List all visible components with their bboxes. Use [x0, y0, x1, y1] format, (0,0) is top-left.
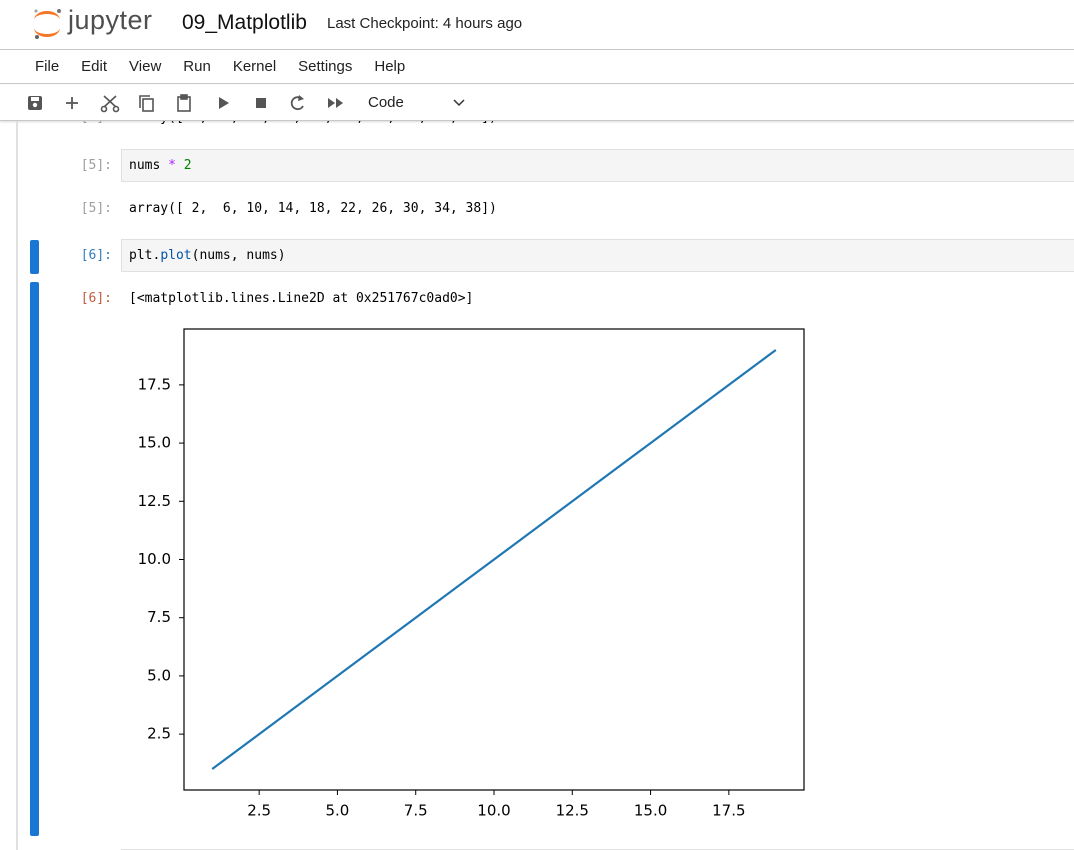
output-text: [<matplotlib.lines.Line2D at 0x251767c0a…: [129, 291, 474, 306]
notebook-border: [16, 121, 18, 850]
x-tick-label: 17.5: [712, 802, 745, 820]
x-tick-label: 10.0: [477, 802, 510, 820]
x-tick-label: 2.5: [247, 802, 271, 820]
cell-type-chevron[interactable]: [453, 99, 465, 107]
y-tick-label: 7.5: [147, 608, 171, 626]
y-tick-label: 17.5: [138, 375, 171, 393]
code-token: *: [168, 158, 176, 173]
copy-button[interactable]: [139, 95, 154, 112]
data-line: [211, 349, 777, 770]
toolbar-icons: [28, 94, 465, 113]
top-bar: jupyter 09_Matplotlib Last Checkpoint: 4…: [0, 0, 1074, 50]
y-tick-label: 2.5: [147, 725, 171, 743]
x-tick-label: 7.5: [404, 802, 428, 820]
cell-type-select[interactable]: Code: [368, 94, 404, 111]
menu-bar: File Edit View Run Kernel Settings Help: [0, 50, 1074, 84]
output-collapse-bar[interactable]: [30, 282, 39, 836]
output-text: array([ 2, 6, 10, 14, 18, 22, 26, 30, 34…: [129, 201, 497, 216]
output-prompt: [6]:: [80, 291, 112, 306]
logo-text: jupyter: [68, 5, 153, 35]
menu-item[interactable]: Kernel: [232, 58, 277, 75]
code-token: plot: [160, 248, 192, 263]
menu-item[interactable]: Settings: [298, 58, 353, 75]
toolbar: Code: [0, 85, 1074, 121]
cut-button[interactable]: [100, 95, 120, 113]
menu-item[interactable]: File: [35, 58, 60, 75]
menu-item[interactable]: Run: [183, 58, 211, 75]
x-tick-label: 12.5: [556, 802, 589, 820]
input-prompt: [6]:: [80, 248, 112, 263]
save-button[interactable]: [28, 96, 42, 110]
input-prompt: [5]:: [80, 158, 112, 173]
restart-button[interactable]: [290, 95, 304, 111]
add-cell-button[interactable]: [66, 97, 78, 109]
checkpoint: Last Checkpoint: 4 hours ago: [327, 15, 523, 32]
x-tick-label: 5.0: [326, 802, 350, 820]
code-token: 2: [183, 158, 192, 173]
y-tick-label: 10.0: [138, 550, 171, 568]
output-prompt: [4]:: [0, 121, 112, 125]
y-tick-label: 15.0: [138, 434, 171, 452]
code-token: nums: [129, 158, 161, 173]
menu-item[interactable]: Help: [374, 58, 406, 75]
run-all-button[interactable]: [328, 98, 343, 108]
code-token: (nums, nums): [191, 248, 286, 263]
menu-item[interactable]: View: [129, 58, 162, 75]
code-token: plt.: [129, 248, 161, 263]
run-button[interactable]: [219, 97, 229, 109]
code-input[interactable]: plt.plot(nums, nums): [121, 239, 1074, 272]
code-input[interactable]: nums * 2: [121, 149, 1074, 182]
y-tick-label: 12.5: [138, 492, 171, 510]
active-cell-bar[interactable]: [30, 240, 39, 274]
notebook-area: [4]: array([ 1, 3, 5, 7, 9, 11, 13, 15, …: [0, 121, 1074, 850]
y-tick-label: 5.0: [147, 666, 171, 684]
output-text: array([ 1, 3, 5, 7, 9, 11, 13, 15, 17, 1…: [129, 121, 497, 125]
stop-button[interactable]: [256, 98, 266, 108]
menu-item[interactable]: Edit: [81, 58, 108, 75]
paste-button[interactable]: [177, 94, 191, 112]
x-tick-label: 15.0: [634, 802, 667, 820]
axes-frame: [183, 328, 805, 791]
output-prompt: [5]:: [80, 201, 112, 216]
jupyter-logo[interactable]: [30, 6, 64, 40]
notebook-name[interactable]: 09_Matplotlib: [182, 11, 307, 34]
chart: 2.5 5.0 7.5 10.0 12.5 15.0 17.5 2.5 5.0 7.5 10.0 12…: [138, 328, 805, 820]
